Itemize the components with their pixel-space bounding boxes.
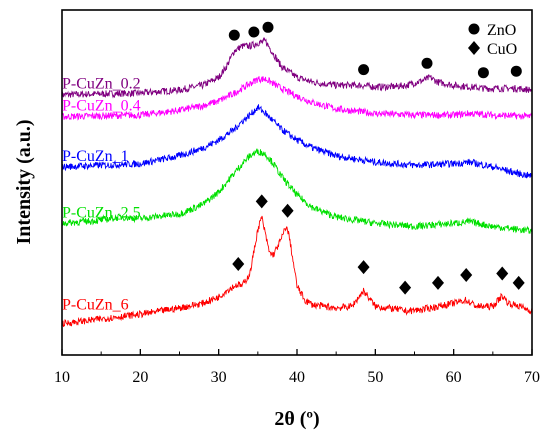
series-line-3 <box>61 148 533 234</box>
legend-zno-marker <box>468 23 480 35</box>
series-label-1: P-CuZn_0.4 <box>62 98 141 115</box>
plot-frame <box>61 9 533 356</box>
y-axis-label: Intensity (a.u.) <box>13 119 35 244</box>
x-tick-label-0: 10 <box>54 369 70 386</box>
x-tick-label-5: 60 <box>446 369 462 386</box>
zno-marker-3 <box>358 64 370 76</box>
legend-zno-label: ZnO <box>487 22 516 39</box>
zno-marker-2 <box>262 21 274 33</box>
series-line-1 <box>61 76 533 121</box>
zno-marker-6 <box>510 65 522 77</box>
marker-layer <box>228 21 525 295</box>
series-label-0: P-CuZn_0.2 <box>62 76 141 93</box>
zno-marker-4 <box>421 57 433 69</box>
cuo-marker-2 <box>281 203 294 218</box>
cuo-marker-3 <box>357 260 370 275</box>
legend-cuo-marker <box>468 41 480 55</box>
zno-marker-1 <box>248 26 260 38</box>
cuo-marker-8 <box>512 275 525 290</box>
series-label-4: P-CuZn_6 <box>62 297 129 314</box>
cuo-marker-7 <box>496 266 509 281</box>
x-tick-label-1: 20 <box>132 369 148 386</box>
series-labels: P-CuZn_0.2 P-CuZn_0.4 P-CuZn_1 P-CuZn_2.5 P-… <box>62 76 141 314</box>
series-line-2 <box>61 104 533 179</box>
cuo-marker-1 <box>255 194 268 209</box>
cuo-marker-4 <box>399 280 412 295</box>
zno-marker-0 <box>228 29 240 41</box>
x-tick-label-4: 50 <box>367 369 383 386</box>
x-tick-label-2: 30 <box>211 369 227 386</box>
x-axis: 10 20 30 40 50 60 70 <box>54 349 540 386</box>
series-label-2: P-CuZn_1 <box>62 148 129 165</box>
series-line-0 <box>61 36 533 99</box>
cuo-marker-6 <box>460 268 473 283</box>
cuo-marker-5 <box>432 275 444 290</box>
cuo-marker-0 <box>232 257 245 272</box>
series-label-3: P-CuZn_2.5 <box>62 204 141 221</box>
x-tick-label-6: 70 <box>524 369 540 386</box>
x-tick-label-3: 40 <box>289 369 305 386</box>
legend: ZnO CuO <box>468 22 517 58</box>
legend-cuo-label: CuO <box>487 41 517 58</box>
x-axis-label: 2θ (º) <box>274 408 319 430</box>
series-layer <box>61 36 533 327</box>
series-line-4 <box>61 215 533 327</box>
zno-marker-5 <box>477 67 489 79</box>
